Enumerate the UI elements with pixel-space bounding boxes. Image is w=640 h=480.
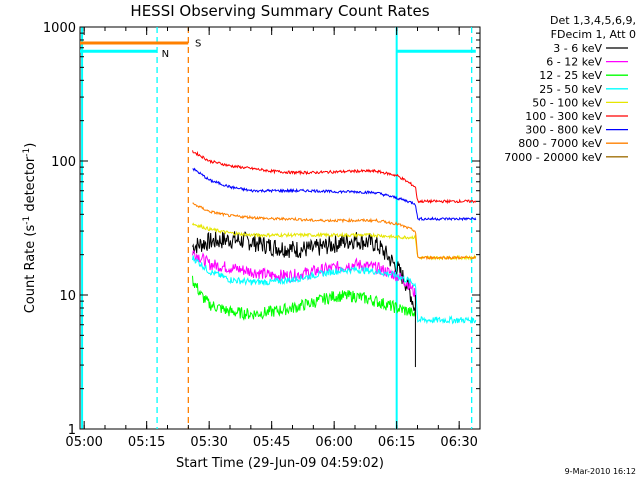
legend-label-50-100kev: 50 - 100 keV: [532, 96, 602, 109]
y-axis-title-sup2: -1: [22, 148, 32, 157]
series-line-300-800kev: [192, 167, 477, 222]
y-tick-label-1: 10: [59, 289, 76, 304]
y-tick-label-0: 1: [68, 423, 76, 438]
legend-header-2: FDecim 1, Att 0: [551, 28, 636, 41]
y-axis-title-end: ): [23, 143, 38, 148]
x-tick-label-1: 05:15: [128, 435, 165, 450]
series-line-12-25kev: [192, 275, 416, 321]
chart-title: HESSI Observing Summary Count Rates: [130, 2, 429, 20]
y-axis-title: Count Rate (s-1 detector-1): [22, 143, 38, 314]
y-axis: 1 10 100 1000: [43, 21, 480, 438]
legend-label-100-300kev: 100 - 300 keV: [525, 110, 602, 123]
annotation-s: S: [195, 38, 201, 49]
vertical-markers: [81, 27, 473, 429]
series-layer: [80, 41, 477, 368]
annotation-layer: NS: [162, 38, 202, 60]
y-axis-title-main: Count Rate (s: [23, 225, 38, 314]
y-axis-title-sup1: -1: [22, 216, 32, 225]
legend: Det 1,3,4,5,6,9, FDecim 1, Att 0 3 - 6 k…: [504, 14, 636, 164]
y-axis-title-mid: detector: [23, 156, 38, 216]
y-tick-label-3: 1000: [43, 21, 76, 36]
legend-label-25-50kev: 25 - 50 keV: [539, 83, 602, 96]
legend-label-3-6kev: 3 - 6 keV: [553, 42, 602, 55]
plot-area: [79, 26, 481, 430]
footer-date: 9-Mar-2010 16:12: [565, 467, 636, 476]
annotation-n: N: [162, 49, 169, 60]
x-axis-title: Start Time (29-Jun-09 04:59:02): [176, 456, 384, 471]
series-line-25-50kev-b: [192, 255, 477, 325]
legend-label-6-12kev: 6 - 12 keV: [546, 56, 602, 69]
legend-label-300-800kev: 300 - 800 keV: [525, 124, 602, 137]
x-tick-label-4: 06:00: [315, 435, 352, 450]
series-line-50-100kev: [192, 222, 477, 261]
series-line-6-12kev: [192, 250, 416, 301]
series-line-3-6kev: [192, 231, 416, 311]
x-tick-label-2: 05:30: [190, 435, 227, 450]
plot-frame: [79, 26, 481, 430]
x-tick-label-6: 06:30: [440, 435, 477, 450]
legend-header-1: Det 1,3,4,5,6,9,: [550, 14, 636, 27]
legend-label-12-25kev: 12 - 25 keV: [539, 69, 602, 82]
y-tick-label-2: 100: [51, 155, 76, 170]
legend-label-7000-20000kev: 7000 - 20000 keV: [504, 151, 602, 164]
series-line-100-300kev: [192, 150, 477, 205]
legend-label-800-7000kev: 800 - 7000 keV: [518, 137, 602, 150]
x-tick-label-0: 05:00: [65, 435, 102, 450]
x-axis: 05:00 05:15 05:30 05:45 06:00 06:15 06:30: [65, 27, 478, 450]
x-tick-label-3: 05:45: [253, 435, 290, 450]
x-tick-label-5: 06:15: [378, 435, 415, 450]
series-line-800-7000kev: [192, 202, 477, 261]
